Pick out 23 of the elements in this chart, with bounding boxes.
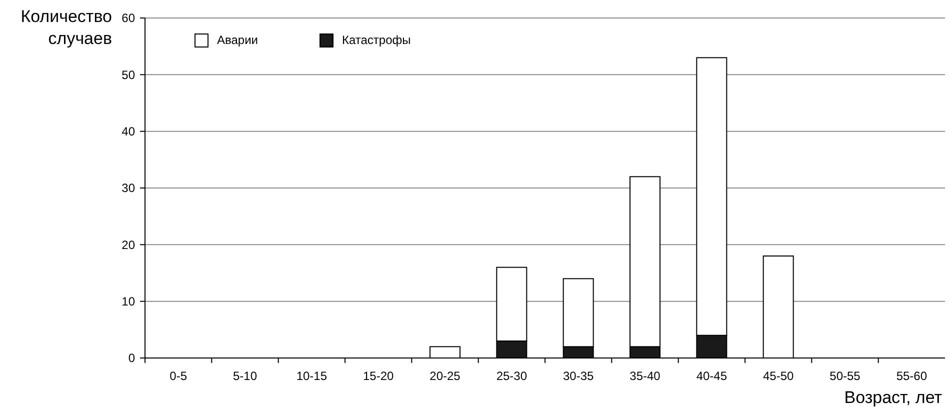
x-tick-label: 10-15 [296,369,328,383]
x-tick-label: 0-5 [170,369,188,383]
x-tick-label: 55-60 [896,369,928,383]
legend-label: Катастрофы [342,33,411,48]
legend-label: Аварии [217,33,258,48]
x-tick-label: 50-55 [830,369,861,383]
x-tick-label: 40-45 [696,369,728,383]
y-tick-label: 0 [128,351,136,366]
x-tick-label: 5-10 [232,369,258,383]
x-tick-label: 35-40 [630,369,661,383]
x-tick-label: 15-20 [362,369,394,383]
x-tick-label: 20-25 [430,369,461,383]
y-tick-label: 50 [122,68,136,82]
x-tick-label: 30-35 [562,369,594,383]
x-tick-label: 45-50 [762,369,794,383]
x-axis-title: Возраст, лет [844,388,942,407]
x-tick-label: 25-30 [496,369,528,383]
y-tick-label: 20 [122,238,136,252]
y-tick-label: 10 [122,294,136,309]
y-tick-label: 60 [122,11,136,26]
y-tick-label: 30 [122,181,136,196]
y-tick-label: 40 [122,124,136,139]
y-axis-title: Количество случаев [20,7,112,48]
